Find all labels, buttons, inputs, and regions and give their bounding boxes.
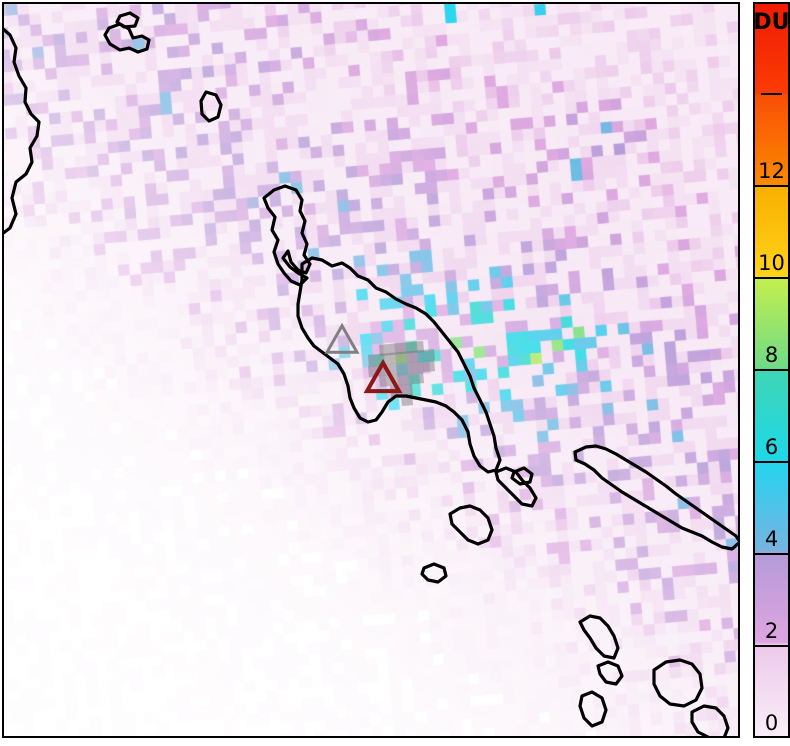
mask-cell [389,351,403,365]
coastline-path [199,90,223,123]
colorbar-unit-label: DU [753,10,790,35]
mask-cell [411,360,425,374]
mask-cell [378,343,392,357]
colorbar-label-6: 6 [764,435,779,459]
coastline-path [652,658,704,708]
coastline-path [596,660,624,686]
raster-canvas [2,2,740,738]
coastline-path [420,562,448,584]
colorbar-label-8: 8 [764,343,779,367]
mask-cell [389,342,403,356]
station-marker-layer [324,322,403,394]
mask-cell [422,348,436,362]
station-marker-primary[interactable] [363,358,403,394]
coastline-path [115,11,140,29]
mask-cell [400,341,414,355]
mask-cell [400,350,414,364]
map-panel[interactable] [2,2,740,738]
colorbar[interactable]: DU 0 2 4 6 8 10 12 [753,2,790,738]
colorbar-tick-6 [753,461,790,463]
coastline-path [448,504,494,546]
coastline-path [510,466,534,486]
mask-cell [400,372,414,386]
mask-cell [367,353,381,367]
colorbar-label-12: 12 [758,159,785,183]
colorbar-tick-2 [753,645,790,647]
coastline-path [690,704,730,738]
colorbar-tick-10 [753,277,790,279]
coastline-layer [2,11,740,738]
mask-cell [400,361,414,375]
coastline-path [2,26,41,236]
mask-cell [411,340,425,354]
mask-cell [400,383,414,397]
colorbar-tick-12 [753,185,790,187]
coastline-path [103,22,151,54]
coastline-path [296,256,502,474]
map-overlay-vectors [2,11,740,738]
mask-cell [389,362,403,376]
colorbar-label-4: 4 [764,527,779,551]
coastline-path [578,690,608,728]
colorbar-tick-14 [761,93,782,95]
trace-gas-raster [2,2,740,738]
colorbar-tick-4 [753,553,790,555]
colorbar-label-0: 0 [764,711,779,735]
mask-cell [411,349,425,363]
mask-cell [411,371,425,385]
mask-cell [422,359,436,373]
colorbar-label-10: 10 [758,251,785,275]
coastline-path [578,614,620,660]
coastline-path [573,444,740,551]
station-marker-secondary[interactable] [324,322,360,354]
mask-cell [378,374,392,388]
colorbar-tick-8 [753,369,790,371]
colorbar-label-2: 2 [764,619,779,643]
coastline-path [262,184,312,287]
